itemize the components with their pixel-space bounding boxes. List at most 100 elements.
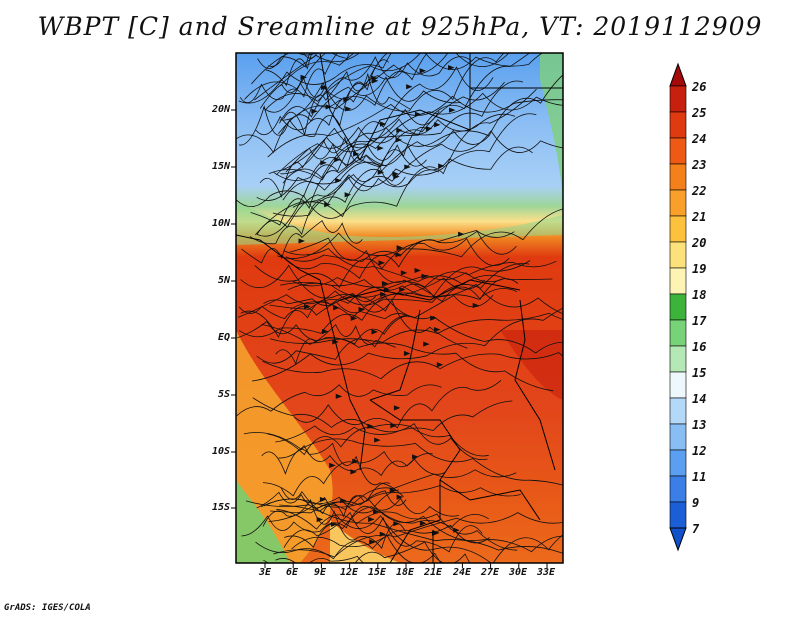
streamline-arrow (455, 20, 460, 24)
streamline-arrow (396, 127, 403, 133)
streamline-arrow (335, 177, 342, 184)
streamline-arrow (345, 106, 352, 112)
colorbar-box (669, 111, 687, 139)
colorbar-label: 11 (692, 470, 707, 484)
streamline (293, 379, 502, 429)
lon-label-3e: 3E (258, 567, 272, 578)
streamline-arrow (298, 238, 305, 244)
streamline (255, 66, 403, 136)
lat-label-eq: EQ (217, 332, 230, 343)
streamline-arrow (378, 260, 385, 266)
streamline (245, 500, 563, 554)
streamline-arrow (453, 527, 460, 533)
streamline (268, 496, 563, 563)
streamline-arrow (430, 315, 437, 321)
streamline-arrow (438, 163, 445, 169)
colorbar-label: 23 (692, 158, 707, 172)
streamline (270, 469, 517, 514)
streamline (284, 497, 459, 548)
streamline (275, 400, 513, 443)
streamline-arrow (371, 75, 378, 81)
colorbar-label: 20 (692, 236, 707, 250)
streamline (262, 498, 406, 550)
colorbar-label: 19 (692, 262, 707, 276)
axis-ticks (231, 109, 548, 568)
streamline (283, 70, 411, 135)
streamline (287, 279, 518, 300)
lat-label-10s: 10S (211, 446, 230, 457)
colorbar-label: 14 (692, 392, 707, 406)
colorbar-box (669, 85, 687, 113)
streamline (265, 53, 313, 87)
colorbar-label: 13 (692, 418, 707, 432)
lat-label-5s: 5S (217, 389, 230, 400)
lat-label-15n: 15N (211, 161, 230, 172)
streamline-arrow (396, 245, 404, 251)
streamline-arrow (400, 270, 408, 276)
streamline (293, 260, 557, 288)
streamline-arrow (399, 287, 406, 293)
streamline (268, 92, 563, 181)
colorbar-label: 22 (692, 184, 707, 198)
lat-label-15s: 15S (211, 502, 230, 513)
streamline-arrow (399, 29, 404, 33)
streamline (269, 312, 563, 344)
streamline-arrow (448, 65, 455, 71)
streamline-arrow (329, 462, 336, 468)
streamline-arrow (414, 267, 421, 274)
streamline (263, 541, 471, 563)
map-title: WBPT [C] and Sreamline at 925hPa, VT: 20… (37, 12, 763, 41)
streamline-arrow (419, 68, 427, 74)
streamline (236, 384, 442, 416)
colorbar-label: 7 (692, 522, 700, 536)
streamline (254, 238, 510, 289)
streamline (292, 130, 563, 218)
streamline (238, 293, 377, 320)
streamline-arrow (436, 362, 444, 368)
streamline-arrow (373, 509, 380, 515)
streamline (283, 248, 553, 285)
lat-label-5n: 5N (217, 275, 230, 286)
streamline (280, 487, 407, 518)
colorbar-bottom-arrow (669, 527, 687, 552)
streamlines (236, 20, 563, 563)
colorbar-box (669, 475, 687, 503)
streamline (267, 95, 563, 158)
streamline-arrow (316, 516, 324, 523)
streamline (278, 445, 433, 477)
streamline (250, 144, 427, 226)
streamline (282, 113, 516, 184)
map-frame (235, 52, 564, 564)
streamline (279, 53, 505, 121)
colorbar-box (669, 371, 687, 399)
streamline-arrow (434, 327, 441, 333)
streamline (262, 352, 563, 380)
colorbar-box (669, 449, 687, 477)
lon-label-33e: 33E (536, 567, 556, 578)
streamline-arrow (377, 169, 385, 175)
lat-label-20n: 20N (211, 104, 230, 115)
lon-label-6e: 6E (285, 567, 299, 578)
streamline (256, 294, 494, 364)
streamline-arrow (333, 305, 340, 311)
colorbar-label: 26 (692, 80, 707, 94)
streamline (261, 324, 554, 392)
streamline (280, 53, 355, 87)
colorbar-label: 18 (692, 288, 707, 302)
streamline-arrow (448, 107, 456, 113)
colorbar-label: 25 (692, 106, 707, 120)
streamline-arrow (436, 27, 441, 31)
lon-label-24e: 24E (452, 567, 472, 578)
streamline-arrow (396, 494, 404, 500)
lon-label-21e: 21E (423, 567, 443, 578)
streamline (273, 512, 563, 558)
streamline (279, 56, 472, 124)
streamline (254, 113, 537, 236)
colorbar-box (669, 163, 687, 191)
colorbar (669, 62, 687, 552)
streamline (261, 442, 404, 498)
streamline (276, 508, 518, 551)
streamline-arrow (379, 121, 387, 127)
streamline (264, 53, 544, 111)
streamline-arrow (434, 122, 441, 128)
